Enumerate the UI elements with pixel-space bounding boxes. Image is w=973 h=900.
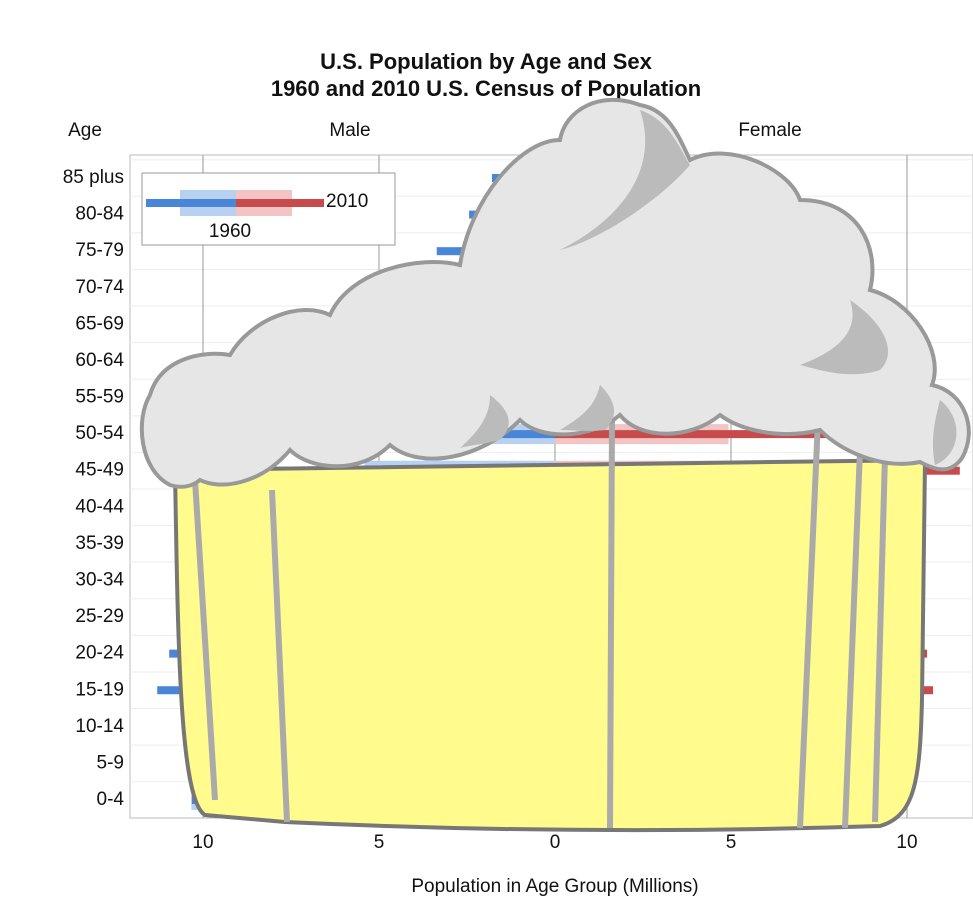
y-tick-label: 45-49 (75, 460, 124, 481)
side-label: Male (329, 120, 370, 141)
legend: 2010 1960 (141, 172, 396, 246)
y-tick-label: 75-79 (75, 240, 124, 261)
y-tick-label: 5-9 (97, 752, 124, 773)
cup (172, 457, 928, 833)
x-tick-label: 5 (726, 832, 737, 853)
y-tick-label: 60-64 (75, 350, 124, 371)
chart-title: U.S. Population by Age and Sex (320, 49, 652, 74)
y-tick-label: 85 plus (63, 167, 124, 188)
x-axis-label: Population in Age Group (Millions) (411, 876, 698, 897)
side-label: Female (738, 120, 801, 141)
cupcake (139, 98, 971, 833)
y-tick-label: 50-54 (75, 423, 124, 444)
y-tick-label: 65-69 (75, 313, 124, 334)
y-tick-label: 40-44 (75, 496, 124, 517)
y-tick-label: 35-39 (75, 533, 124, 554)
legend-swatch (146, 199, 236, 207)
category-label: Age (68, 120, 102, 141)
x-tick-label: 10 (896, 832, 917, 853)
frosting-shadow (460, 110, 957, 465)
y-tick-label: 0-4 (97, 789, 125, 810)
chart-subtitle: 1960 and 2010 U.S. Census of Population (271, 76, 701, 101)
x-tick-label: 0 (550, 832, 561, 853)
y-tick-label: 10-14 (75, 716, 124, 737)
x-tick-label: 10 (192, 832, 213, 853)
y-tick-label: 20-24 (75, 643, 124, 664)
x-tick-label: 5 (374, 832, 385, 853)
cup-stripes (192, 419, 888, 829)
frosting (139, 98, 971, 489)
y-tick-label: 70-74 (75, 277, 124, 298)
y-tick-label: 55-59 (75, 387, 124, 408)
legend-label: 2010 (326, 191, 368, 212)
y-tick-label: 25-29 (75, 606, 124, 627)
legend-swatch (236, 199, 324, 207)
bar (555, 430, 955, 439)
y-tick-label: 15-19 (75, 679, 124, 700)
y-tick-label: 30-34 (75, 569, 124, 590)
legend-label: 1960 (209, 221, 251, 242)
y-tick-label: 80-84 (75, 204, 124, 225)
